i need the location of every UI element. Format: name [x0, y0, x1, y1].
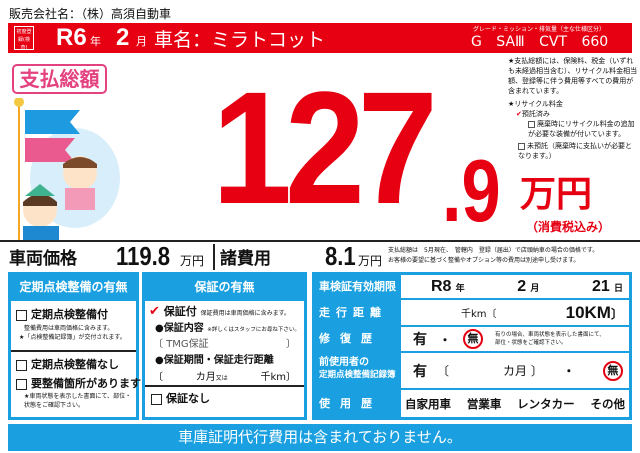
mileage-label: 走行距離	[319, 305, 387, 319]
shaken-year: R8	[431, 277, 452, 295]
record-label: 前使用者の	[319, 357, 369, 368]
tax-included-label: （消費税込み）	[526, 220, 611, 234]
table-row: 走行距離 千km〔 10KM〕	[315, 300, 629, 327]
shaken-month: 2	[517, 277, 527, 295]
warranty-note: 保証費用は車両価格に含みます。	[200, 310, 290, 317]
warranty-without-label: 保証なし	[166, 392, 210, 405]
recycle-deposited-note: 廃棄時にリサイクル料金の追加が必要な装備が付いています。	[528, 120, 635, 138]
day-label: 日	[613, 283, 623, 294]
record-months-unit: カ月	[503, 364, 528, 378]
usage-commercial[interactable]: 営業車	[466, 396, 502, 411]
divider	[213, 244, 215, 270]
warranty-period-label: ●保証期間・保証走行距離	[155, 355, 274, 366]
car-name: 車名：ミラトコット	[154, 29, 326, 51]
warranty-content-value: TMG保証	[166, 339, 209, 350]
inspection-with-label: 定期点検整備付	[31, 308, 108, 321]
inspection-without-label: 定期点検整備なし	[31, 358, 119, 371]
usage-rental[interactable]: レンタカー	[517, 396, 575, 411]
checkbox[interactable]	[528, 120, 535, 128]
inspection-box: 定期点検整備の有無 定期点検整備付 整備費用は車両価格に含みます。 ★「点検整備…	[8, 272, 141, 420]
usage-private[interactable]: 自家用車	[405, 396, 451, 411]
check-icon[interactable]: ✔	[149, 304, 160, 319]
warranty-content-label: ●保証内容	[155, 323, 204, 334]
check-icon: ✔	[516, 110, 522, 118]
total-price-unit: 万円	[520, 174, 593, 215]
registration-month: 2	[116, 24, 130, 51]
grade-label: グレード・ミッション・排気量（主な仕様区分）	[473, 26, 606, 33]
fees-label: 諸費用	[220, 249, 271, 269]
first-registration-badge: 初度登録(検査)	[14, 26, 34, 50]
repair-note: 有りの場合、車両状態を表示した書面にて、部位・状態をご確認下さい。	[495, 332, 605, 346]
inspection-note: ★「点検整備記録簿」が交付されます。	[19, 334, 126, 341]
table-row: 修復歴 有 ・ 無 有りの場合、車両状態を表示した書面にて、部位・状態をご確認下…	[315, 327, 629, 353]
table-row: 前使用者の 定期点検整備記録簿 有 〔 カ月 〕 ・ 無	[315, 353, 629, 390]
record-label: 定期点検整備記録簿	[319, 370, 396, 380]
or-label: 又は	[215, 375, 228, 382]
total-price-integer: 127	[212, 58, 438, 237]
warranty-with-label: 保証付	[163, 305, 197, 318]
inspection-title: 定期点検整備の有無	[11, 275, 136, 301]
price-notes: 支払総額は 5月現在、 管轄内 登録（届出）で店頭納車の場合の価格です。 お客様…	[388, 246, 638, 266]
fees-price: 8.1	[325, 241, 356, 271]
repair-label: 修復歴	[319, 332, 382, 345]
year-label: 年	[455, 283, 465, 294]
total-price-decimal: .9	[442, 141, 501, 240]
recycle-label: ★リサイクル料金	[508, 100, 563, 108]
needs-repair-label: 要整備箇所があります	[31, 377, 141, 390]
separator: ・	[439, 332, 452, 347]
inspection-note: 整備費用は車両価格に含みます。	[24, 325, 114, 332]
fees-unit: 万円	[358, 254, 383, 268]
inspection-without-checkbox[interactable]	[16, 359, 27, 371]
price-note: お客様の要望に基づく整備やオプション等の費用は別途申し受けます。	[388, 257, 580, 264]
repair-no-circled[interactable]: 無	[463, 329, 484, 349]
mileage-value: 10KM	[565, 302, 611, 322]
vehicle-price-unit: 万円	[180, 254, 205, 268]
usage-label: 使用歴	[319, 396, 382, 410]
month-label: 月	[530, 283, 540, 294]
warranty-content-note: ※詳しくはスタッフにお尋ね下さい。	[207, 327, 300, 333]
needs-repair-note: ★車両状態を表示した書面にて、部位・状態をご確認下さい。	[24, 393, 132, 409]
warranty-box: 保証の有無 ✔ 保証付 保証費用は車両価格に含みます。 ●保証内容 ※詳しくはス…	[142, 272, 307, 420]
divider	[0, 240, 640, 242]
repair-yes[interactable]: 有	[413, 332, 427, 348]
total-notes: ★支払総額には、保険料、税金（いずれも未経過相当含む）、リサイクル料金相当額、登…	[508, 56, 638, 161]
shaken-day: 21	[591, 277, 610, 295]
koinobori-children-illustration	[14, 98, 120, 240]
table-row: 車検証有効期限 R8 年 2 月 21 日	[315, 275, 629, 300]
registration-year: R6	[56, 24, 87, 51]
warranty-title: 保証の有無	[145, 275, 304, 301]
grade-value: G SAⅢ CVT 660	[471, 34, 609, 50]
warranty-km-unit: 千km	[260, 372, 286, 383]
year-label: 年	[90, 35, 101, 48]
warranty-months-unit: カ月	[195, 372, 216, 383]
checkbox[interactable]	[518, 142, 525, 150]
record-no-circled[interactable]: 無	[602, 360, 623, 381]
mileage-unit: 千km	[461, 309, 487, 320]
price-note: 支払総額は 5月現在、 管轄内 登録（届出）で店頭納車の場合の価格です。	[388, 247, 599, 254]
inspection-with-checkbox[interactable]	[16, 309, 27, 321]
dealer-name: 販売会社名：（株）高須自動車	[9, 7, 172, 21]
recycle-not-deposited: 未預託（廃棄時に支払いが必要となります。）	[518, 142, 632, 160]
recycle-deposited: 預託済み	[521, 110, 550, 118]
usage-other[interactable]: その他	[590, 396, 625, 411]
vehicle-price-label: 車両価格	[9, 249, 77, 269]
table-row: 使用歴 自家用車 営業車 レンタカー その他	[315, 390, 629, 417]
month-label: 月	[136, 35, 147, 48]
total-note: ★支払総額には、保険料、税金（いずれも未経過相当含む）、リサイクル料金相当額、登…	[508, 57, 638, 95]
separator: ・	[562, 364, 575, 378]
vehicle-price: 119.8	[116, 241, 171, 271]
needs-repair-checkbox[interactable]	[16, 378, 27, 390]
footer-notice: 車庫証明代行費用は含まれておりません。	[8, 424, 632, 451]
shaken-label: 車検証有効期限	[319, 279, 396, 293]
warranty-without-checkbox[interactable]	[151, 393, 162, 405]
total-label: 支払総額	[12, 64, 107, 94]
header-band: 初度登録(検査) R6 年 2 月 車名：ミラトコット グレード・ミッション・排…	[8, 23, 632, 53]
vehicle-info-table: 車検証有効期限 R8 年 2 月 21 日 走行距離 千km〔 10KM〕 修復…	[312, 272, 632, 420]
record-yes[interactable]: 有	[413, 363, 427, 380]
